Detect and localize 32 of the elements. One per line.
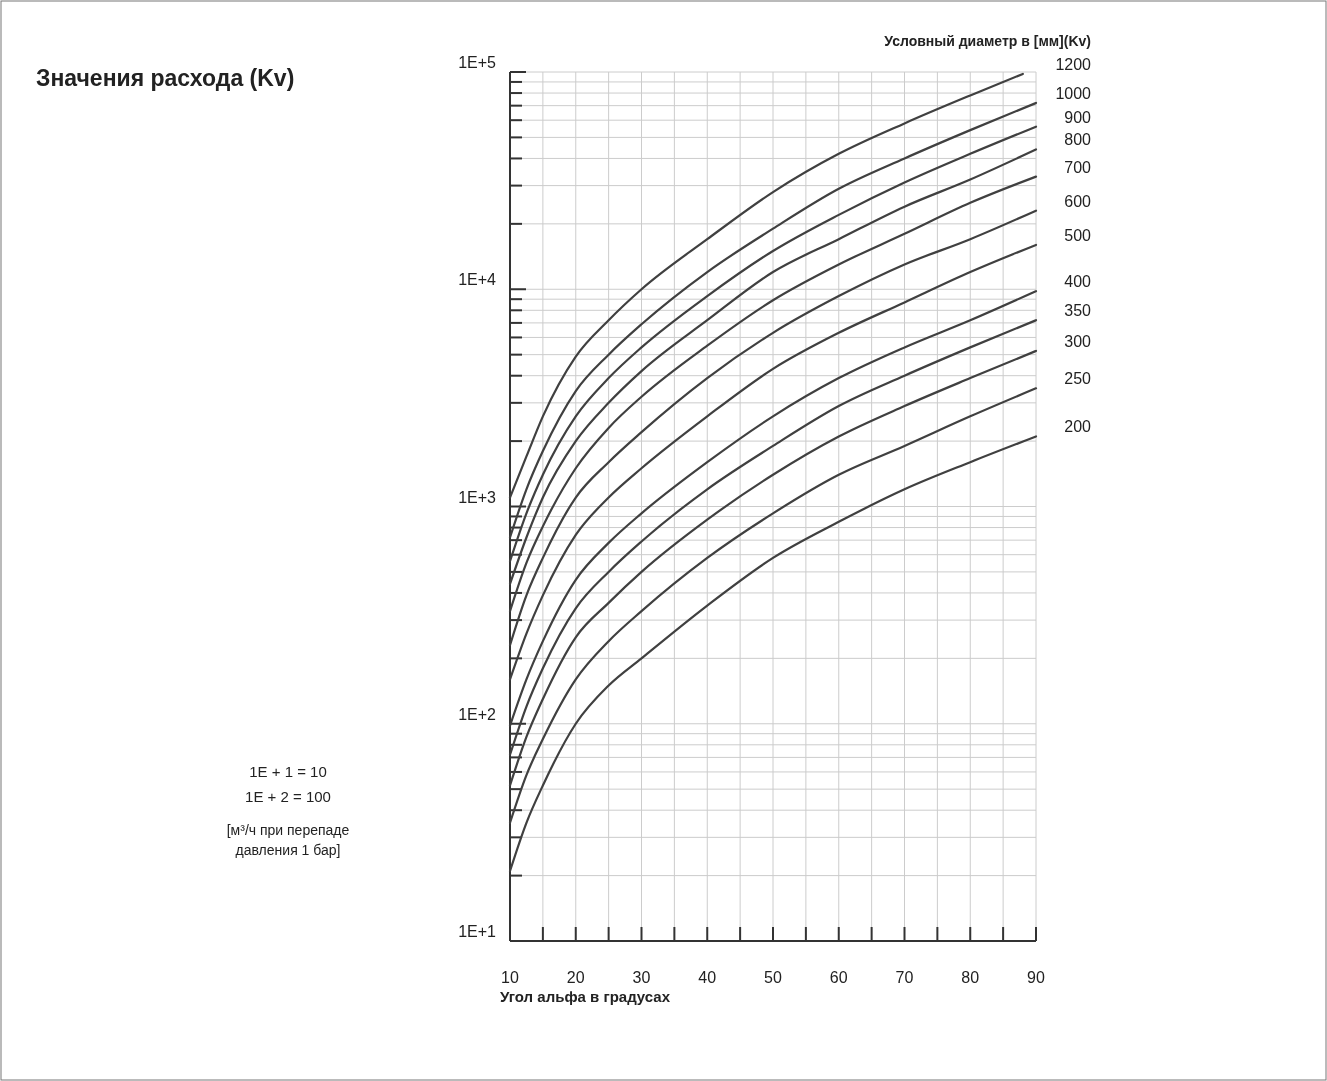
- y-tick-label: 1E+2: [458, 705, 497, 723]
- text: 1200: [1055, 55, 1092, 73]
- x-tick-label: 20: [566, 969, 585, 986]
- series-label: 600: [1064, 192, 1092, 210]
- text: 1E + 1 = 10: [249, 763, 327, 780]
- series-label: 250: [1064, 370, 1092, 388]
- y-tick-label: 1E+4: [458, 271, 497, 289]
- x-axis-title: Угол альфа в градусах: [500, 988, 671, 1005]
- x-tick-label: 50: [764, 969, 782, 986]
- series-label: 500: [1064, 226, 1092, 244]
- series-label: 350: [1064, 302, 1092, 320]
- text: [м³/ч при перепаде давления 1 бар]: [226, 822, 350, 858]
- series-label: 800: [1064, 131, 1092, 149]
- x-tick-label: 80: [961, 969, 980, 986]
- x-tick-label: 70: [895, 969, 914, 986]
- text: Значения расхода (Kv): [36, 65, 295, 91]
- series-label: 200: [1064, 418, 1092, 436]
- x-tick-label: 30: [632, 969, 651, 986]
- series-label: 900: [1064, 108, 1092, 126]
- x-tick-label: 60: [829, 969, 848, 986]
- series-label: 300: [1064, 332, 1092, 350]
- series-label: 400: [1064, 273, 1092, 291]
- y-tick-label: 1E+5: [458, 54, 497, 71]
- series-label: 700: [1064, 158, 1092, 176]
- x-tick-label: 10: [501, 969, 519, 986]
- x-tick-label: 90: [1027, 969, 1045, 986]
- text: 1E + 2 = 100: [245, 788, 331, 805]
- series-label: 1000: [1055, 84, 1092, 102]
- x-tick-label: 40: [698, 969, 717, 986]
- y-tick-label: 1E+1: [458, 923, 497, 940]
- y-tick-label: 1E+3: [458, 488, 497, 506]
- legend-title: Условный диаметр в [мм](Kv): [884, 33, 1091, 49]
